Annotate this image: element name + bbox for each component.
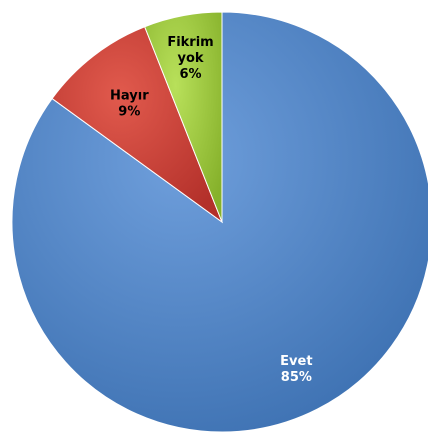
slices-layer	[11, 11, 428, 433]
pie-slice-hayır	[51, 26, 224, 224]
pie-value-label: 6%	[179, 67, 201, 82]
pie-value-label: 85%	[281, 370, 312, 385]
pie-category-label: Fikrim	[167, 35, 213, 50]
pie-slice-evet	[11, 11, 428, 433]
pie-value-label: 9%	[118, 105, 140, 120]
pie-category-label: Evet	[280, 354, 312, 369]
pie-category-label: yok	[177, 51, 203, 66]
pie-category-label: Hayır	[110, 89, 149, 104]
pie-slice-fikrim-yok	[144, 11, 223, 223]
